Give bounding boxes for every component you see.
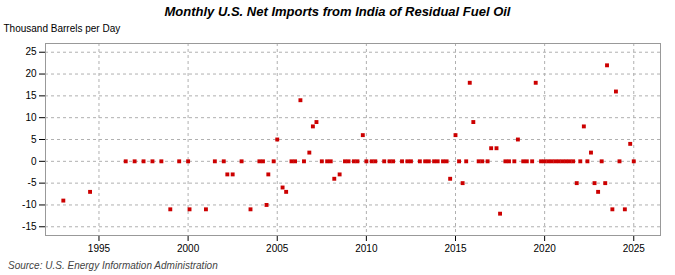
svg-text:0: 0: [31, 156, 37, 167]
svg-text:2020: 2020: [534, 243, 557, 254]
svg-text:10: 10: [25, 112, 37, 123]
svg-text:2015: 2015: [444, 243, 467, 254]
svg-text:1995: 1995: [88, 243, 111, 254]
svg-text:2025: 2025: [623, 243, 646, 254]
svg-text:25: 25: [25, 46, 37, 57]
svg-text:-5: -5: [28, 177, 37, 188]
svg-text:20: 20: [25, 68, 37, 79]
svg-text:-15: -15: [22, 221, 37, 232]
svg-text:2010: 2010: [355, 243, 378, 254]
html-text:Monthly U.S. Net Imports from: Monthly U.S. Net Imports from India of R…: [164, 4, 511, 19]
svg-text:5: 5: [31, 134, 37, 145]
svg-text:15: 15: [25, 90, 37, 101]
svg-text:2000: 2000: [177, 243, 200, 254]
svg-text:-10: -10: [22, 199, 37, 210]
svg-text:2005: 2005: [266, 243, 289, 254]
html-text:Source: U.S. Energy Informatio: Source: U.S. Energy Information Administ…: [8, 260, 218, 271]
svg-text:Thousand Barrels per Day: Thousand Barrels per Day: [4, 23, 121, 34]
